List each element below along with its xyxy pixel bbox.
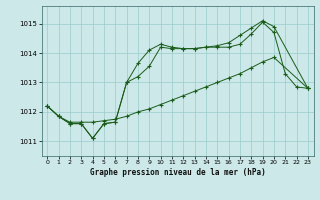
X-axis label: Graphe pression niveau de la mer (hPa): Graphe pression niveau de la mer (hPa) bbox=[90, 168, 266, 177]
